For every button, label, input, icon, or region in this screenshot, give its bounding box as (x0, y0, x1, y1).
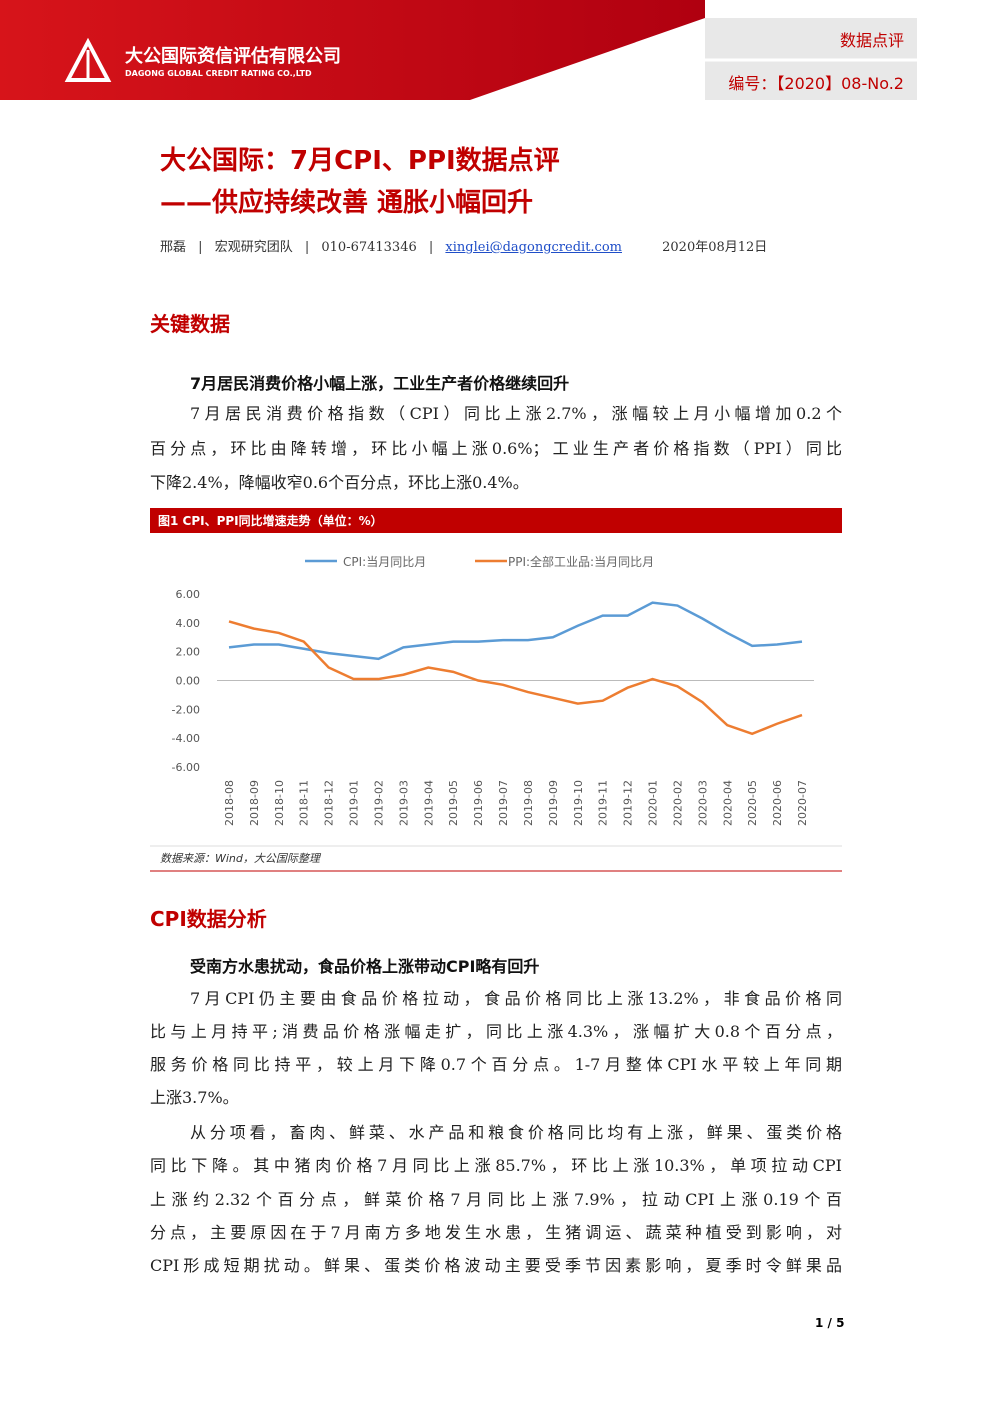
legend-label: PPI:全部工业品:当月同比月 (508, 554, 654, 569)
header-band (0, 0, 705, 100)
paragraph-line: 百分点，环比由降转增，环比小幅上涨0.6%；工业生产者价格指数（PPI）同比 (150, 439, 842, 458)
y-tick-label: 2.00 (176, 646, 201, 659)
title: 大公国际：7月CPI、PPI数据点评 (160, 146, 560, 176)
paragraph-line: CPI形成短期扰动。鲜果、蛋类价格波动主要受季节因素影响，夏季时令鲜果品 (150, 1256, 842, 1275)
date: 2020年08月12日 (662, 240, 768, 255)
x-tick-label: 2019-04 (422, 780, 435, 826)
separator: | (304, 240, 310, 255)
x-tick-label: 2019-03 (397, 780, 410, 826)
paragraph-line: 7月居民消费价格指数（CPI）同比上涨2.7%，涨幅较上月小幅增加0.2个 (190, 404, 842, 423)
paragraph-line: 服务价格同比持平，较上月下降0.7个百分点。1-7月整体CPI水平较上年同期 (150, 1055, 842, 1074)
x-tick-label: 2019-05 (447, 780, 460, 826)
x-tick-label: 2019-08 (522, 780, 535, 826)
y-tick-label: 4.00 (176, 617, 201, 630)
y-tick-label: -4.00 (172, 732, 200, 745)
paragraph-line: 同比下降。其中猪肉价格7月同比上涨85.7%，环比上涨10.3%，单项拉动CPI (150, 1156, 842, 1175)
x-tick-label: 2020-05 (746, 780, 759, 826)
paragraph-line: 上涨3.7%。 (150, 1088, 239, 1107)
chart-title: 图1 CPI、PPI同比增速走势（单位：%） (158, 513, 383, 528)
phone: 010-67413346 (321, 240, 417, 255)
header: 大公国际资信评估有限公司 DAGONG GLOBAL CREDIT RATING… (0, 0, 917, 100)
company-name-en: DAGONG GLOBAL CREDIT RATING CO.,LTD (125, 69, 312, 78)
y-tick-label: -6.00 (172, 761, 200, 774)
x-tick-label: 2019-12 (622, 780, 635, 826)
x-tick-label: 2019-01 (348, 780, 361, 826)
paragraph-line: 上涨约2.32个百分点，鲜菜价格7月同比上涨7.9%，拉动CPI上涨0.19个百 (150, 1190, 842, 1209)
x-tick-label: 2019-07 (497, 780, 510, 826)
page-number: 1 / 5 (815, 1316, 845, 1330)
subtitle: ——供应持续改善 通胀小幅回升 (160, 188, 534, 218)
chart-source: 数据来源：Wind，大公国际整理 (160, 852, 322, 865)
separator: | (198, 240, 203, 255)
paragraph-line: 下降2.4%，降幅收窄0.6个百分点，环比上涨0.4%。 (150, 473, 529, 492)
paragraph-line: 7月CPI仍主要由食品价格拉动，食品价格同比上涨13.2%，非食品价格同 (190, 989, 842, 1008)
series-line (228, 620, 803, 736)
x-tick-label: 2018-10 (273, 780, 286, 826)
legend-label: CPI:当月同比月 (343, 555, 426, 569)
separator: | (428, 240, 434, 255)
x-tick-label: 2020-04 (721, 780, 734, 826)
x-tick-label: 2018-12 (323, 780, 336, 826)
x-tick-label: 2018-09 (248, 780, 261, 826)
x-tick-label: 2019-09 (547, 780, 560, 826)
subheading: 受南方水患扰动，食品价格上涨带动CPI略有回升 (190, 957, 540, 976)
y-tick-label: 0.00 (176, 675, 201, 688)
doc-tag: 数据点评 (840, 31, 904, 50)
x-tick-label: 2019-11 (597, 780, 610, 826)
x-tick-label: 2018-08 (223, 780, 236, 826)
author: 邢磊 (160, 240, 187, 255)
paragraph-line: 分点，主要原因在于7月南方多地发生水患，生猪调运、蔬菜种植受到影响，对 (150, 1223, 842, 1242)
team: 宏观研究团队 (214, 240, 293, 255)
subheading: 7月居民消费价格小幅上涨，工业生产者价格继续回升 (190, 374, 570, 393)
doc-number: 编号：【2020】08-No.2 (728, 74, 904, 93)
section-heading: CPI数据分析 (150, 907, 267, 931)
chart: 图1 CPI、PPI同比增速走势（单位：%） 6.00 4.00 2.00 0.00 -2… (150, 508, 842, 872)
company-name: 大公国际资信评估有限公司 (125, 45, 341, 67)
x-tick-label: 2019-10 (572, 780, 585, 826)
chart-title-bar (150, 508, 842, 533)
paragraph-line: 比与上月持平;消费品价格涨幅走扩，同比上涨4.3%，涨幅扩大0.8个百分点， (150, 1022, 842, 1041)
x-tick-label: 2020-06 (771, 780, 784, 826)
y-tick-label: -2.00 (172, 703, 200, 716)
x-tick-label: 2020-02 (671, 780, 684, 826)
x-tick-label: 2019-02 (372, 780, 385, 826)
x-tick-label: 2020-01 (647, 780, 660, 826)
y-tick-label: 6.00 (176, 588, 201, 601)
x-tick-label: 2018-11 (298, 780, 311, 826)
series-line (228, 601, 803, 661)
x-tick-label: 2020-07 (796, 780, 809, 826)
x-tick-label: 2020-03 (696, 780, 709, 826)
paragraph-line: 从分项看，畜肉、鲜菜、水产品和粮食价格同比均有上涨，鲜果、蛋类价格 (190, 1123, 842, 1142)
section-heading: 关键数据 (150, 312, 230, 336)
x-tick-label: 2019-06 (472, 780, 485, 826)
email[interactable]: xinglei@dagongcredit.com (445, 240, 622, 255)
byline: 邢磊 | 宏观研究团队 | 010-67413346 | xinglei@dag… (160, 236, 775, 255)
